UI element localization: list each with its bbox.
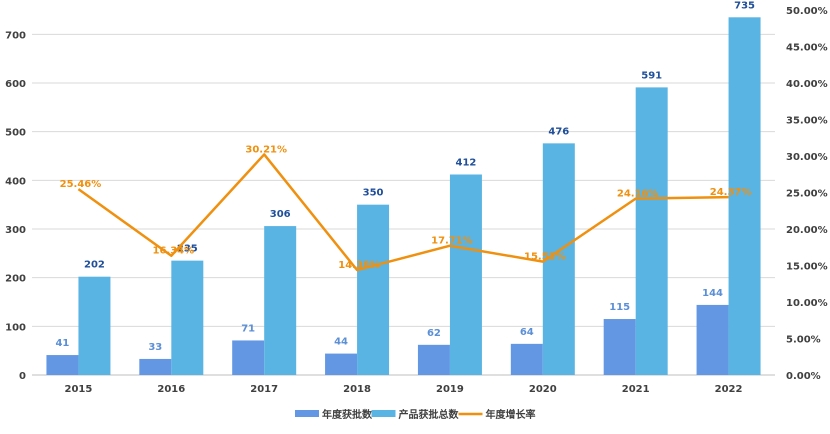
bar-年度获批数 <box>232 340 265 375</box>
y-right-tick-label: 15.00% <box>786 262 828 273</box>
bar-data-label: 144 <box>702 288 723 299</box>
line-data-label: 25.46% <box>60 179 102 190</box>
line-data-label: 14.38% <box>338 260 380 271</box>
y-right-tick-label: 25.00% <box>786 189 828 200</box>
line-data-label: 24.37% <box>710 187 752 198</box>
y-left-tick-label: 700 <box>5 30 26 41</box>
line-data-label: 30.21% <box>245 144 287 155</box>
x-tick-label: 2020 <box>529 384 557 395</box>
bar-data-label: 476 <box>548 126 569 137</box>
y-right-tick-label: 5.00% <box>786 335 821 346</box>
line-data-label: 17.71% <box>431 236 473 247</box>
bar-data-label: 64 <box>520 327 534 338</box>
x-tick-label: 2018 <box>343 384 371 395</box>
y-right-tick-label: 50.00% <box>786 6 828 17</box>
x-tick-label: 2022 <box>715 384 743 395</box>
bar-年度获批数 <box>325 353 358 375</box>
bar-产品获批总数 <box>357 204 390 375</box>
legend-label: 年度增长率 <box>486 408 536 421</box>
y-right-tick-label: 20.00% <box>786 225 828 236</box>
bar-产品获批总数 <box>635 87 668 375</box>
legend-swatch <box>295 410 319 417</box>
bar-data-label: 33 <box>148 342 162 353</box>
bar-年度获批数 <box>603 319 636 375</box>
bar-产品获批总数 <box>728 17 761 376</box>
bar-data-label: 235 <box>177 244 198 255</box>
x-tick-label: 2019 <box>436 384 464 395</box>
line-data-label: 15.53% <box>524 252 566 263</box>
bar-data-label: 44 <box>334 337 348 348</box>
y-right-tick-label: 35.00% <box>786 116 828 127</box>
y-right-tick-label: 40.00% <box>786 79 828 90</box>
y-left-tick-label: 0 <box>19 371 26 382</box>
x-tick-label: 2017 <box>250 384 278 395</box>
bar-年度获批数 <box>417 344 450 375</box>
bar-data-label: 202 <box>84 260 105 271</box>
bar-data-label: 350 <box>363 188 384 199</box>
bar-年度获批数 <box>139 358 172 375</box>
y-left-tick-label: 400 <box>5 176 26 187</box>
y-left-tick-label: 300 <box>5 225 26 236</box>
legend-swatch <box>371 410 396 417</box>
bar-data-label: 306 <box>270 209 291 220</box>
x-tick-label: 2015 <box>65 384 93 395</box>
y-left-tick-label: 200 <box>5 274 26 285</box>
bar-产品获批总数 <box>171 260 204 375</box>
bar-产品获批总数 <box>78 276 111 375</box>
y-right-tick-label: 30.00% <box>786 152 828 163</box>
x-tick-label: 2021 <box>622 384 650 395</box>
legend-label: 年度获批数 <box>322 408 373 421</box>
y-right-tick-label: 45.00% <box>786 43 828 54</box>
y-left-tick-label: 600 <box>5 79 26 90</box>
y-right-tick-label: 10.00% <box>786 298 828 309</box>
bar-data-label: 735 <box>734 0 755 11</box>
bar-年度获批数 <box>510 343 543 375</box>
bar-年度获批数 <box>696 304 729 375</box>
bar-产品获批总数 <box>264 226 297 375</box>
bar-data-label: 115 <box>609 302 630 313</box>
bar-data-label: 591 <box>641 70 662 81</box>
y-left-tick-label: 100 <box>5 322 26 333</box>
bar-产品获批总数 <box>449 174 482 375</box>
bar-data-label: 71 <box>241 323 255 334</box>
y-right-tick-label: 0.00% <box>786 371 821 382</box>
y-left-tick-label: 500 <box>5 128 26 139</box>
bar-data-label: 412 <box>456 157 477 168</box>
line-年度增长率 <box>77 153 729 272</box>
legend-label: 产品获批总数 <box>399 408 460 421</box>
line-data-label: 16.34% <box>152 246 194 257</box>
line-data-label: 24.16% <box>617 189 659 200</box>
bar-data-label: 41 <box>55 338 69 349</box>
x-tick-label: 2016 <box>157 384 185 395</box>
bar-年度获批数 <box>46 355 79 375</box>
bar-data-label: 62 <box>427 328 441 339</box>
